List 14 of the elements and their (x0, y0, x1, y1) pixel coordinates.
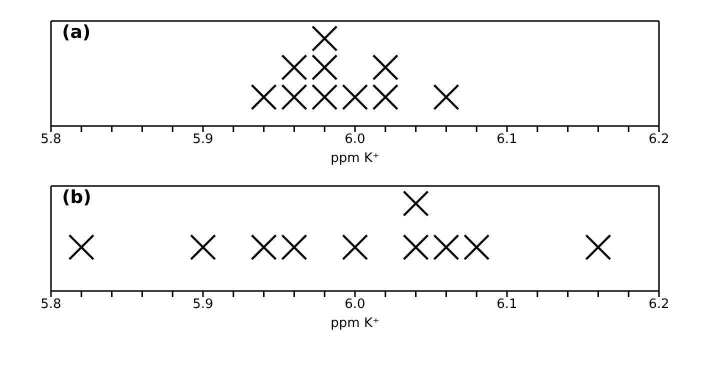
x-axis-title: ppm K⁺ (330, 151, 380, 166)
x-tick-label: 6.0 (344, 297, 366, 312)
x-tick-label: 6.0 (344, 132, 366, 148)
x-tick-label: 6.1 (496, 132, 518, 148)
chart-title: (b) (62, 187, 92, 208)
x-tick-label: 5.8 (40, 297, 62, 312)
x-tick-label: 5.8 (40, 132, 62, 148)
x-tick-label: 6.1 (496, 297, 518, 312)
x-tick-label: 5.9 (192, 297, 214, 312)
x-axis-title: ppm K⁺ (330, 316, 380, 331)
x-tick-label: 5.9 (192, 132, 214, 148)
x-tick-label: 6.2 (648, 132, 670, 148)
chart-title: (a) (62, 22, 91, 43)
x-tick-label: 6.2 (648, 297, 670, 312)
